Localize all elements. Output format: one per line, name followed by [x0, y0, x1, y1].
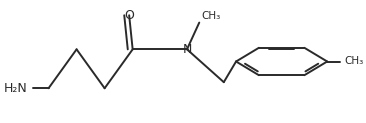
Text: CH₃: CH₃	[201, 11, 220, 21]
Text: H₂N: H₂N	[3, 82, 27, 95]
Text: CH₃: CH₃	[345, 56, 364, 67]
Text: N: N	[182, 43, 192, 56]
Text: O: O	[124, 9, 134, 22]
